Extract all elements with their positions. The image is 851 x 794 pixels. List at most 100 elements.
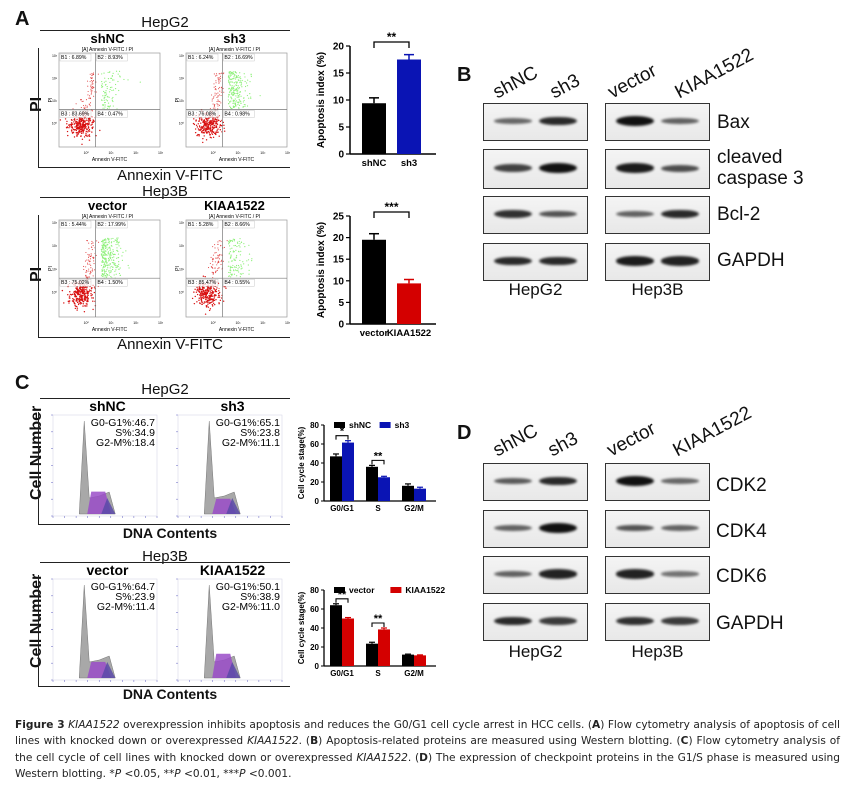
scatter-dot-green: [229, 71, 232, 73]
scatter-dot-green: [239, 100, 241, 102]
scatter-dot-red: [198, 126, 201, 128]
caption-gene: KIAA1522: [247, 735, 299, 748]
scatter-dot-red: [76, 133, 78, 135]
scatter-dot-green: [232, 100, 234, 103]
scatter-dot-red: [96, 240, 98, 242]
scatter-dot-red: [89, 95, 91, 97]
scatter-dot-green: [103, 250, 105, 252]
scatter-dot-green: [111, 259, 113, 261]
scatter-dot-red: [215, 126, 218, 129]
caption-text: ) Flow cytometry analysis of the cell cy…: [15, 735, 841, 764]
plot-frame: [185, 219, 288, 318]
scatter-dot-red: [74, 305, 76, 307]
scatter-dot-green: [234, 101, 236, 103]
scatter-dot-red: [202, 294, 204, 296]
y-tick-label: 0: [315, 662, 320, 671]
plot-title: KIAA1522: [200, 562, 266, 578]
scatter-dot-red: [81, 128, 83, 131]
scatter-dot-green: [103, 81, 105, 83]
y-tick-label: 0: [338, 320, 344, 331]
inner-xlabel: Annexin V-FITC: [219, 327, 255, 333]
scatter-dot-red: [90, 80, 92, 82]
y-tick-label: 80: [310, 586, 319, 595]
scatter-dot-red: [88, 135, 91, 137]
scatter-dot-green: [101, 86, 103, 88]
y-tick-label: 10³: [179, 221, 185, 225]
scatter-dot-green: [115, 269, 117, 271]
scatter-dot-red: [93, 286, 96, 288]
scatter-dot-red: [83, 293, 86, 296]
scatter-dot-red: [206, 289, 208, 291]
scatter-dot-red: [213, 299, 216, 302]
scatter-dot-green: [111, 257, 113, 259]
scatter-dot-green: [240, 268, 242, 270]
y-tick-label: 10⁰: [179, 121, 185, 125]
scatter-dot-green: [228, 275, 230, 278]
scatter-dot-red: [223, 124, 225, 126]
scatter-dot-red: [85, 251, 87, 254]
scatter-dot-green: [244, 105, 246, 108]
scatter-dot-green: [110, 238, 112, 240]
y-tick-label: 20: [333, 42, 345, 53]
scatter-dot-red: [76, 301, 79, 304]
scatter-dot-red: [86, 305, 88, 307]
scatter-dot-red: [211, 94, 213, 96]
caption-text: overexpression inhibits apoptosis and re…: [119, 719, 592, 731]
scatter-dot-green: [238, 245, 240, 247]
scatter-dot-green: [107, 251, 110, 253]
scatter-dot-red: [69, 297, 71, 299]
protein-label-cdk2: CDK2: [716, 475, 767, 496]
scatter-dot-red: [203, 119, 206, 121]
scatter-dot-red: [89, 97, 91, 99]
scatter-dot-red: [76, 298, 78, 301]
scatter-dot-red: [84, 287, 86, 289]
protein-band: [661, 209, 699, 219]
scatter-dot-green: [101, 73, 103, 75]
scatter-dot-green: [239, 259, 241, 262]
scatter-dot-green: [237, 75, 239, 77]
scatter-dot-green: [236, 269, 238, 272]
scatter-dot-red: [91, 73, 93, 75]
scatter-dot-green: [232, 99, 234, 101]
scatter-dot-red: [218, 115, 221, 117]
scatter-dot-green: [118, 70, 121, 72]
scatter-dot-red: [92, 121, 95, 123]
scatter-dot-green: [246, 85, 249, 87]
scatter-dot-green: [234, 103, 237, 106]
x-tick-label: 10²: [133, 151, 139, 155]
y-tick-label: 15: [333, 69, 345, 80]
scatter-dot-green: [110, 253, 112, 255]
scatter-dot-green: [231, 72, 233, 74]
x-tick-label: 10⁰: [84, 151, 90, 155]
scatter-dot-red: [91, 81, 93, 83]
scatter-dot-green: [238, 96, 240, 98]
y-tick-label: 10²: [52, 244, 58, 248]
scatter-dot-red: [212, 131, 215, 134]
scatter-dot-green: [233, 258, 235, 260]
scatter-dot-red: [200, 298, 202, 300]
scatter-dot-red: [88, 255, 90, 257]
scatter-dot-red: [86, 287, 88, 289]
scatter-dot-red: [196, 126, 199, 128]
scatter-dot-green: [104, 104, 106, 106]
scatter-dot-red: [208, 121, 210, 124]
scatter-dot-green: [237, 102, 239, 104]
scatter-dot-red: [199, 129, 201, 131]
x-tick-label: 10²: [133, 321, 139, 325]
scatter-dot-red: [219, 77, 221, 79]
legend-swatch-sh3: [379, 422, 391, 428]
scatter-dot-red: [91, 83, 93, 85]
scatter-dot-red: [201, 118, 203, 120]
scatter-dot-red: [202, 287, 204, 289]
scatter-dot-red: [81, 138, 84, 140]
scatter-dot-red: [92, 119, 94, 121]
legend-label-sh3: sh3: [395, 420, 410, 430]
scatter-dot-green: [109, 81, 111, 84]
scatter-dot-red: [85, 130, 88, 133]
scatter-dot-red: [218, 302, 220, 304]
p-symbol: P: [174, 767, 181, 780]
scatter-dot-green: [250, 96, 252, 98]
scatter-dot-green: [116, 266, 119, 268]
caption-text: <0.01, ***: [180, 767, 240, 780]
scatter-dot-green: [251, 259, 253, 262]
